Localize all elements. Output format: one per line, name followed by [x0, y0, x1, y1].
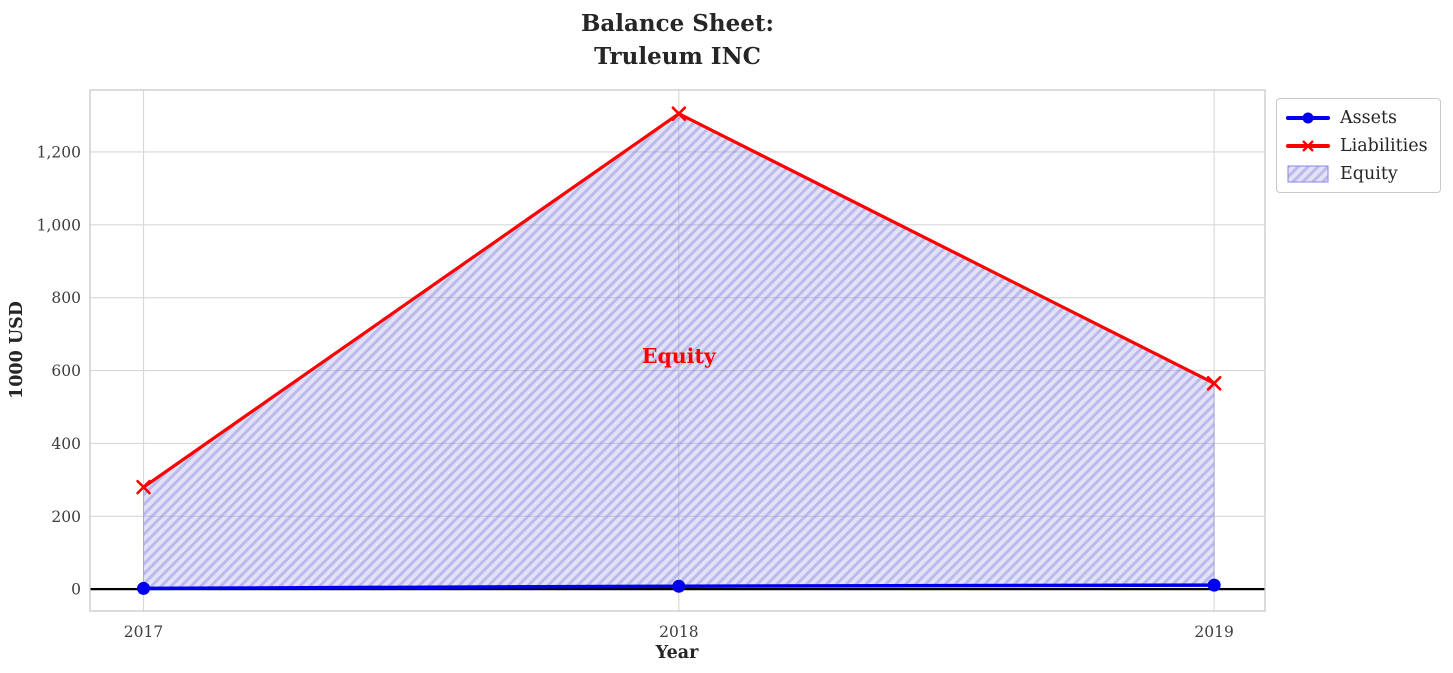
line-x-legend-swatch-icon [1286, 139, 1330, 152]
liabilities-marker [136, 479, 151, 495]
legend-item-equity: Equity [1286, 161, 1428, 186]
y-tick-label: 1,200 [37, 143, 81, 161]
y-tick-label: 200 [51, 508, 81, 526]
legend-item-liabilities: Liabilities [1286, 133, 1428, 158]
y-tick-label: 1,000 [37, 216, 81, 234]
legend-item-assets: Assets [1286, 105, 1428, 130]
plot-border [89, 89, 1266, 612]
line-circle-legend-swatch-icon [1286, 112, 1330, 123]
y-tick-label: 0 [71, 581, 81, 599]
chart-legend: Assets Liabilities Equity [1276, 98, 1441, 193]
assets-marker [1207, 578, 1221, 592]
legend-label: Assets [1340, 107, 1397, 128]
liabilities-marker [671, 106, 687, 121]
hatch-patch-legend-swatch-icon [1287, 165, 1329, 182]
assets-marker [672, 579, 686, 593]
liabilities-marker [1206, 375, 1222, 391]
y-tick-label: 800 [51, 289, 81, 307]
y-axis-label: 1000 USD [7, 301, 27, 399]
legend-label: Equity [1340, 163, 1398, 184]
chart-title: Balance Sheet: Truleum INC [580, 10, 775, 70]
y-tick-label: 600 [51, 362, 81, 380]
x-tick-label: 2017 [124, 623, 163, 641]
x-tick-label: 2018 [659, 623, 698, 641]
assets-marker [137, 581, 151, 595]
legend-label: Liabilities [1340, 135, 1428, 156]
x-tick-label: 2019 [1194, 623, 1233, 641]
x-axis-label: Year [655, 643, 699, 663]
equity-annotation: Equity [642, 344, 717, 368]
y-tick-label: 400 [51, 435, 81, 453]
